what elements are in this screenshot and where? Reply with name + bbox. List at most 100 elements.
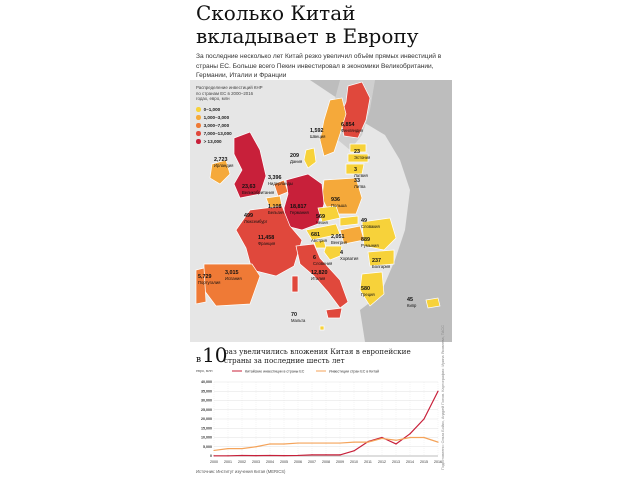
country-value: 49 xyxy=(361,218,367,224)
country-uk xyxy=(233,131,267,199)
country-latvia xyxy=(347,153,369,163)
country-name: Болгария xyxy=(372,264,391,269)
data-point xyxy=(255,455,257,457)
data-point xyxy=(241,448,243,450)
country-lithuania xyxy=(345,163,365,175)
country-denmark xyxy=(303,147,317,169)
legend-swatch xyxy=(196,123,201,129)
lead-paragraph: За последние несколько лет Китай резко у… xyxy=(196,53,442,79)
country-name: Бельгия xyxy=(268,210,284,215)
legend-swatch xyxy=(196,139,201,145)
country-name: Франция xyxy=(258,241,276,246)
country-label: 936 Польша xyxy=(331,197,347,209)
x-tick-label: 2015 xyxy=(420,460,428,464)
data-point xyxy=(297,442,299,444)
legend-label: 1,000–3,000 xyxy=(203,115,230,121)
country-italy xyxy=(295,243,349,309)
legend-item: 0–1,000 xyxy=(196,106,266,114)
country-value: 5,729 xyxy=(198,274,212,280)
country-value: 11,458 xyxy=(258,235,275,241)
country-estonia xyxy=(349,143,367,153)
y-tick-label: 0 xyxy=(210,454,212,458)
data-point xyxy=(353,441,355,443)
data-point xyxy=(255,446,257,448)
country-name: Хорватия xyxy=(340,256,359,261)
credit-note: Подготовлено: Ольга Бойко, Андрей Попов.… xyxy=(441,325,445,470)
country-name: Румыния xyxy=(361,243,379,248)
country-label: 2,723 Ирландия xyxy=(214,157,233,169)
data-point xyxy=(437,441,439,443)
country-value: 681 xyxy=(311,232,320,238)
country-label: 33 Литва xyxy=(354,178,366,190)
legend-item: 3,000–7,000 xyxy=(196,122,266,130)
country-label: 499 Люксембург xyxy=(244,213,267,225)
country-name: Швеция xyxy=(310,134,326,139)
y-tick-label: 25,000 xyxy=(201,408,212,412)
x-tick-label: 2008 xyxy=(322,460,330,464)
country-france xyxy=(235,205,303,277)
y-tick-label: 15,000 xyxy=(201,426,212,430)
data-point xyxy=(269,454,271,457)
legend-swatch xyxy=(196,107,201,113)
legend-label: 3,000–7,000 xyxy=(203,123,230,129)
data-point xyxy=(395,443,397,445)
country-label: 11,458 Франция xyxy=(258,235,275,247)
country-name: Люксембург xyxy=(244,219,268,224)
map-legend: Распределение инвестиций КНР по странам … xyxy=(196,85,266,146)
y-tick-label: 35,000 xyxy=(201,389,212,393)
data-point xyxy=(353,450,355,452)
data-point xyxy=(395,439,397,441)
x-tick-label: 2001 xyxy=(224,460,232,464)
data-point xyxy=(325,454,327,456)
country-value: 1,108 xyxy=(268,204,282,210)
country-label: 45 Кипр xyxy=(407,297,416,309)
country-label: 12,820 Италия xyxy=(311,270,328,282)
data-point xyxy=(227,455,229,457)
legend-swatch xyxy=(196,131,201,137)
country-name: Испания xyxy=(225,276,242,281)
country-value: 1,592 xyxy=(310,128,324,134)
legend-item: 1,000–3,000 xyxy=(196,114,266,122)
country-value: 23 xyxy=(354,149,360,155)
data-point xyxy=(339,454,341,456)
country-value: 18,817 xyxy=(290,204,307,210)
data-point xyxy=(325,442,327,444)
country-ireland xyxy=(209,159,231,185)
country-romania xyxy=(361,217,397,251)
x-tick-label: 2002 xyxy=(238,460,246,464)
country-value: 33 xyxy=(354,178,360,184)
legend-label: > 13,000 xyxy=(203,139,222,145)
country-value: 45 xyxy=(407,297,413,303)
country-label: 569 Чехия xyxy=(316,214,328,226)
chart-legend-label: Китайские инвестиции в страны ЕС xyxy=(245,369,305,373)
country-value: 499 xyxy=(244,213,253,219)
x-tick-label: 2000 xyxy=(210,460,218,464)
data-point xyxy=(381,436,383,439)
country-name: Польша xyxy=(331,203,347,208)
country-name: Греция xyxy=(361,292,375,297)
country-label: 6 Словения xyxy=(313,255,332,267)
country-name: Ирландия xyxy=(214,163,234,168)
legend-label: 0–1,000 xyxy=(203,107,221,113)
x-tick-label: 2011 xyxy=(364,460,372,464)
country-germany xyxy=(283,173,325,231)
x-tick-label: 2009 xyxy=(336,460,344,464)
investment-line-chart: евро, млн Китайские инвестиции в страны Е… xyxy=(196,369,442,464)
country-name: Эстония xyxy=(354,155,371,160)
x-tick-label: 2016 xyxy=(434,460,442,464)
country-label: 3,396 Нидерланды xyxy=(268,175,293,187)
y-tick-label: 10,000 xyxy=(201,436,212,440)
legend-label: 7,000–13,000 xyxy=(203,131,232,137)
chart-legend-label: Инвестиции стран ЕС в Китай xyxy=(329,369,379,373)
country-value: 3 xyxy=(354,167,357,173)
country-value: 2,723 xyxy=(214,157,228,163)
country-value: 3,396 xyxy=(268,175,282,181)
country-label: 18,817 Германия xyxy=(290,204,309,216)
y-tick-label: 30,000 xyxy=(201,399,212,403)
data-point xyxy=(213,455,215,457)
country-name: Чехия xyxy=(316,220,328,225)
country-name: Словакия xyxy=(361,224,380,229)
country-value: 569 xyxy=(316,214,325,220)
data-point xyxy=(283,443,285,445)
data-point xyxy=(339,442,341,444)
